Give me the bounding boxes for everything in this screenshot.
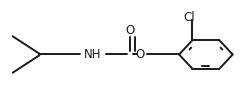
Text: Cl: Cl (183, 11, 195, 24)
Text: NH: NH (84, 48, 102, 61)
Text: O: O (124, 24, 134, 37)
Text: O: O (135, 48, 144, 61)
